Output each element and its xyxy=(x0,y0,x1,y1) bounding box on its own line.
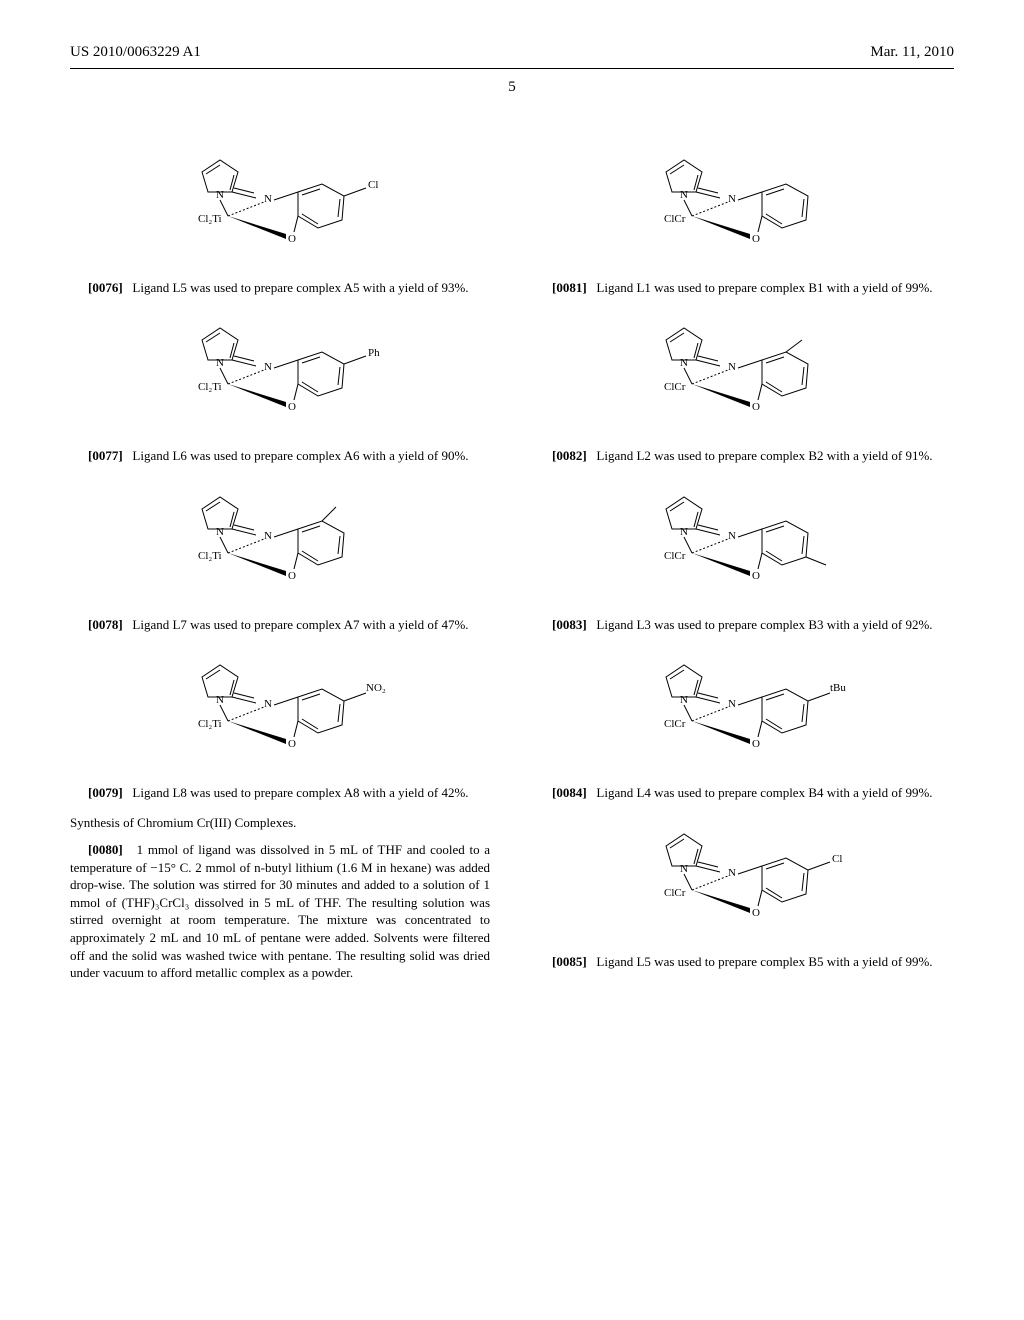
svg-text:O: O xyxy=(288,738,296,750)
para-num: [0077] xyxy=(88,448,123,463)
two-column-layout: N N Cl O xyxy=(70,128,954,994)
svg-text:N: N xyxy=(680,526,688,538)
svg-text:O: O xyxy=(752,738,760,750)
chem-structure-icon: N N O Cl₂Ti xyxy=(160,479,400,594)
svg-text:ClCr: ClCr xyxy=(664,718,686,730)
paragraph-0077: [0077] Ligand L6 was used to prepare com… xyxy=(70,447,490,465)
para-text: 1 mmol of ligand was dissolved in 5 mL o… xyxy=(70,842,490,980)
structure-b1: N N O ClCr xyxy=(534,310,954,425)
svg-text:Cl₂Ti: Cl₂Ti xyxy=(198,718,222,730)
svg-text:Cl₂Ti: Cl₂Ti xyxy=(198,213,222,225)
chem-structure-icon: N N O ClCr xyxy=(624,142,864,257)
paragraph-0085: [0085] Ligand L5 was used to prepare com… xyxy=(534,953,954,971)
chem-structure-icon: N N Cl O ClCr xyxy=(624,816,864,931)
structure-a4: N N Cl O xyxy=(70,142,490,257)
svg-text:N: N xyxy=(680,863,688,875)
para-text: Ligand L7 was used to prepare complex A7… xyxy=(132,617,468,632)
svg-text:N: N xyxy=(728,867,736,879)
svg-text:Cl: Cl xyxy=(368,179,378,191)
paragraph-0079: [0079] Ligand L8 was used to prepare com… xyxy=(70,784,490,802)
svg-text:O: O xyxy=(288,401,296,413)
paragraph-0081: [0081] Ligand L1 was used to prepare com… xyxy=(534,279,954,297)
svg-text:N: N xyxy=(216,357,224,369)
para-text: Ligand L3 was used to prepare complex B3… xyxy=(596,617,932,632)
para-num: [0085] xyxy=(552,954,587,969)
svg-text:N: N xyxy=(728,361,736,373)
svg-text:N: N xyxy=(264,698,272,710)
svg-text:Cl: Cl xyxy=(832,853,842,865)
para-num: [0081] xyxy=(552,280,587,295)
svg-text:O: O xyxy=(288,570,296,582)
svg-text:O: O xyxy=(752,907,760,919)
para-text: Ligand L6 was used to prepare complex A6… xyxy=(132,448,468,463)
structure-b2: N N O ClCr xyxy=(534,479,954,594)
para-num: [0080] xyxy=(88,842,123,857)
page-number: 5 xyxy=(70,77,954,97)
svg-text:O: O xyxy=(752,233,760,245)
chem-structure-icon: N N O ClCr xyxy=(624,479,864,594)
svg-text:N: N xyxy=(264,361,272,373)
svg-text:ClCr: ClCr xyxy=(664,213,686,225)
section-title-cr: Synthesis of Chromium Cr(III) Complexes. xyxy=(70,814,490,832)
svg-text:N: N xyxy=(728,698,736,710)
svg-text:tBu: tBu xyxy=(830,682,846,694)
paragraph-0076: [0076] Ligand L5 was used to prepare com… xyxy=(70,279,490,297)
paragraph-0083: [0083] Ligand L3 was used to prepare com… xyxy=(534,616,954,634)
paragraph-0078: [0078] Ligand L7 was used to prepare com… xyxy=(70,616,490,634)
para-text: Ligand L4 was used to prepare complex B4… xyxy=(596,785,932,800)
chem-structure-icon: N N O ClCr xyxy=(624,310,864,425)
para-num: [0084] xyxy=(552,785,587,800)
svg-text:N: N xyxy=(728,193,736,205)
structure-b0: N N O ClCr xyxy=(534,142,954,257)
para-num: [0078] xyxy=(88,617,123,632)
svg-text:Cl₂Ti: Cl₂Ti xyxy=(198,550,222,562)
svg-text:N: N xyxy=(264,530,272,542)
svg-text:N: N xyxy=(216,189,224,201)
para-num: [0083] xyxy=(552,617,587,632)
svg-text:N: N xyxy=(216,526,224,538)
svg-text:N: N xyxy=(216,694,224,706)
svg-text:O: O xyxy=(752,401,760,413)
svg-text:N: N xyxy=(680,357,688,369)
svg-text:N: N xyxy=(680,189,688,201)
structure-a7: N N NO₂ O Cl₂Ti xyxy=(70,647,490,762)
para-num: [0079] xyxy=(88,785,123,800)
para-text: Ligand L8 was used to prepare complex A8… xyxy=(132,785,468,800)
svg-text:NO₂: NO₂ xyxy=(366,682,386,694)
svg-text:N: N xyxy=(728,530,736,542)
svg-text:N: N xyxy=(680,694,688,706)
chem-structure-icon: N N tBu O ClCr xyxy=(624,647,864,762)
svg-text:N: N xyxy=(264,193,272,205)
page-header: US 2010/0063229 A1 Mar. 11, 2010 xyxy=(70,42,954,69)
para-num: [0076] xyxy=(88,280,123,295)
paragraph-0082: [0082] Ligand L2 was used to prepare com… xyxy=(534,447,954,465)
right-column: N N O ClCr [0081] Ligand L1 was used to … xyxy=(534,128,954,994)
paragraph-0080: [0080] 1 mmol of ligand was dissolved in… xyxy=(70,841,490,981)
para-num: [0082] xyxy=(552,448,587,463)
publication-date: Mar. 11, 2010 xyxy=(870,42,954,62)
svg-text:ClCr: ClCr xyxy=(664,550,686,562)
svg-text:Cl₂Ti: Cl₂Ti xyxy=(198,381,222,393)
paragraph-0084: [0084] Ligand L4 was used to prepare com… xyxy=(534,784,954,802)
para-text: Ligand L5 was used to prepare complex A5… xyxy=(132,280,468,295)
left-column: N N Cl O xyxy=(70,128,490,994)
patent-number: US 2010/0063229 A1 xyxy=(70,42,201,62)
svg-text:O: O xyxy=(288,233,296,245)
chem-structure-icon: N N NO₂ O Cl₂Ti xyxy=(160,647,400,762)
chem-structure-icon: N N Cl O xyxy=(160,142,400,257)
svg-text:Ph: Ph xyxy=(368,347,380,359)
para-text: Ligand L5 was used to prepare complex B5… xyxy=(596,954,932,969)
structure-a6: N N O Cl₂Ti xyxy=(70,479,490,594)
svg-text:ClCr: ClCr xyxy=(664,381,686,393)
structure-a5: N N Ph O Cl₂Ti xyxy=(70,310,490,425)
para-text: Ligand L1 was used to prepare complex B1… xyxy=(596,280,932,295)
svg-text:O: O xyxy=(752,570,760,582)
svg-text:ClCr: ClCr xyxy=(664,887,686,899)
structure-b3: N N tBu O ClCr xyxy=(534,647,954,762)
para-text: Ligand L2 was used to prepare complex B2… xyxy=(596,448,932,463)
chem-structure-icon: N N Ph O Cl₂Ti xyxy=(160,310,400,425)
structure-b4: N N Cl O ClCr xyxy=(534,816,954,931)
